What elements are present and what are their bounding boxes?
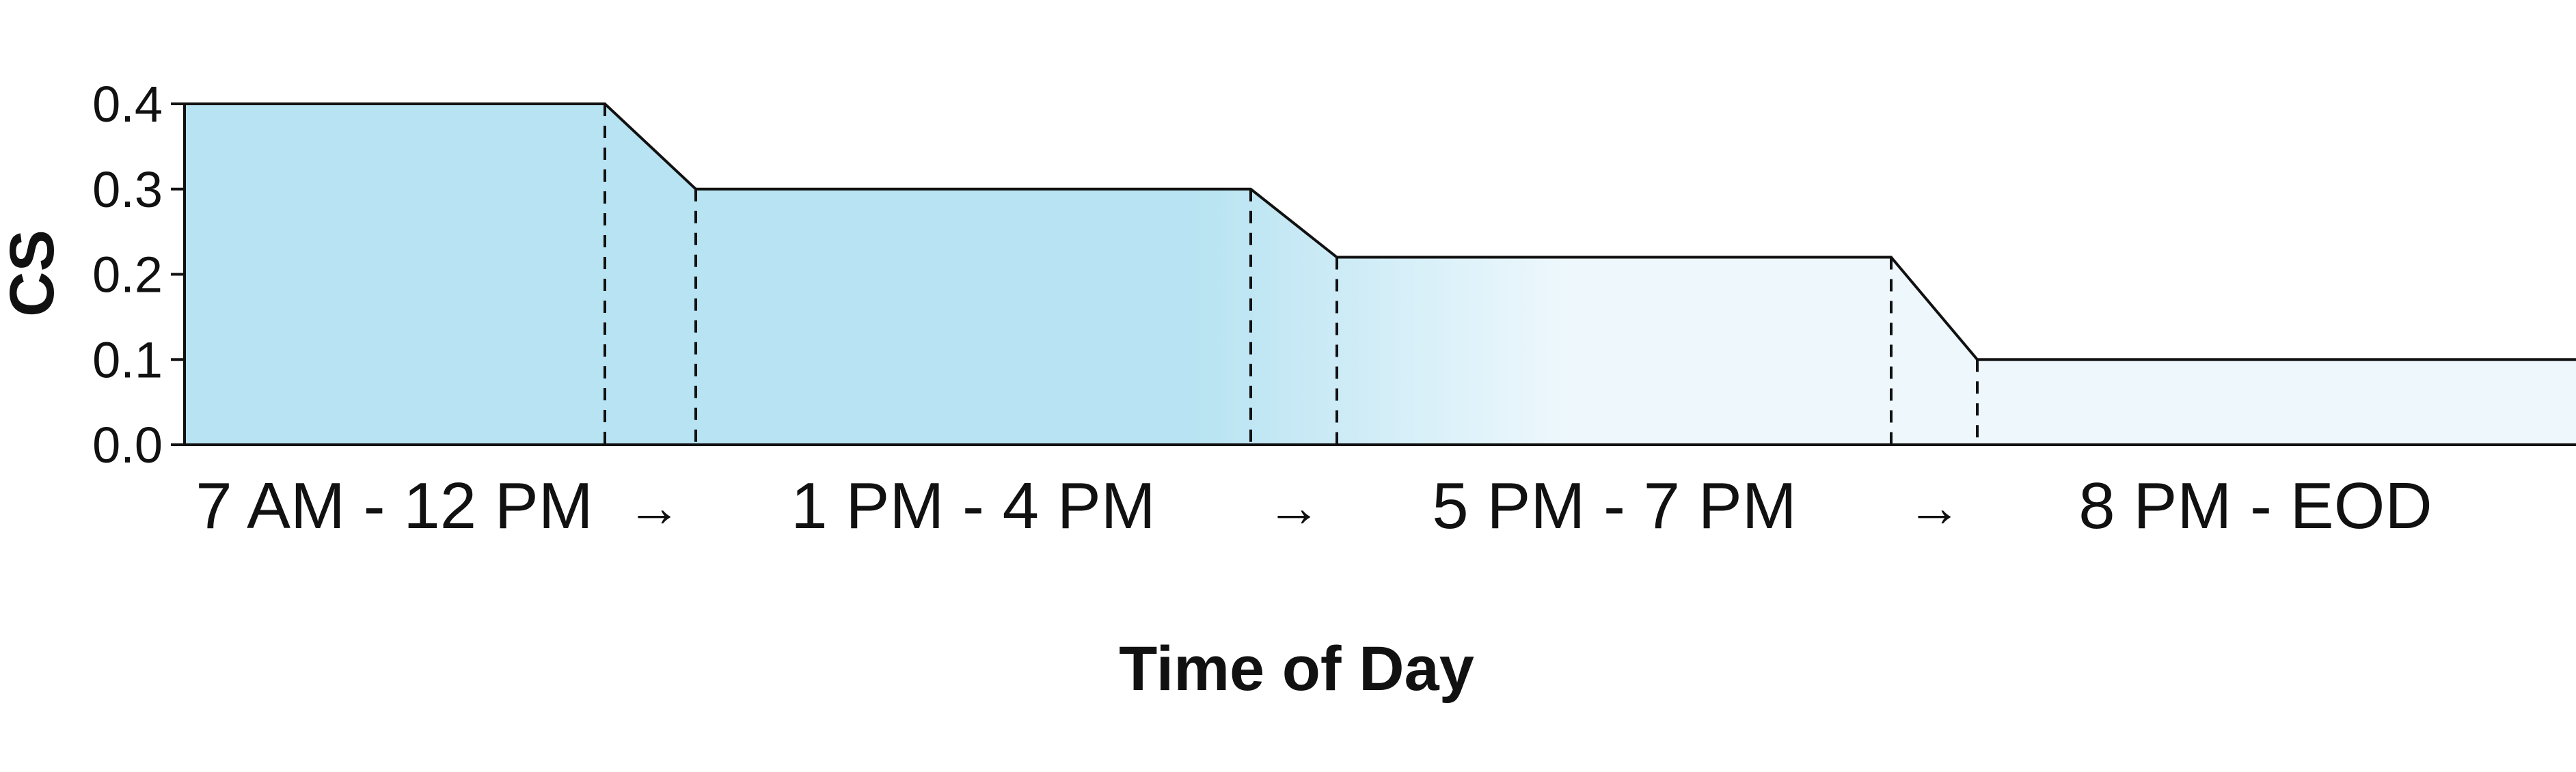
labels: 7 AM - 12 PM 1 PM - 4 PM 5 PM - 7 PM 8 PM -…	[195, 469, 2432, 542]
period-label: 5 PM - 7 PM	[1432, 469, 1796, 542]
period-label: 1 PM - 4 PM	[791, 469, 1155, 542]
transition-arrow: →	[627, 477, 681, 538]
cs-line	[185, 102, 2576, 361]
y-axis-title: CS	[0, 230, 67, 317]
y-tick-label: 0.2	[92, 247, 163, 303]
period-label: 8 PM - EOD	[2078, 469, 2432, 542]
y-tick-label: 0.1	[92, 331, 163, 388]
axes: 0.0 0.1 0.2 0.3 0.4	[92, 76, 2576, 473]
cs-area-fill	[185, 104, 2576, 445]
y-tick-label: 0.4	[92, 76, 163, 133]
y-tick-label: 0.3	[92, 161, 163, 218]
transition-arrow: →	[1266, 477, 1321, 538]
plot-area	[183, 102, 2576, 445]
period-label: 7 AM - 12 PM	[195, 469, 593, 542]
y-tick-label: 0.0	[92, 417, 163, 473]
x-axis-title: Time of Day	[1119, 634, 1474, 704]
transition-arrow: →	[1907, 477, 1962, 538]
